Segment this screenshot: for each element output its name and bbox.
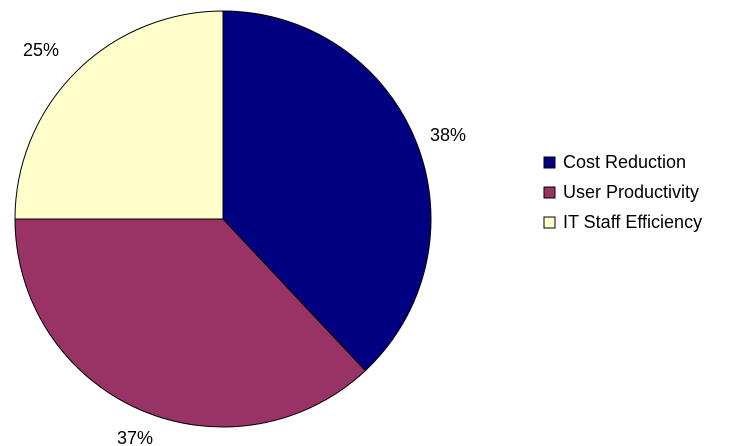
- pie-data-labels: 38% 37% 25%: [23, 40, 466, 446]
- legend-label-user-productivity: User Productivity: [563, 182, 699, 202]
- legend-swatch-it-staff-efficiency: [543, 216, 556, 229]
- pie-slices: [14, 10, 432, 428]
- data-label-user-productivity: 37%: [117, 428, 153, 446]
- legend-swatch-user-productivity: [543, 186, 556, 199]
- legend-label-cost-reduction: Cost Reduction: [563, 152, 686, 172]
- pie-slice-it-staff-efficiency: [14, 10, 224, 220]
- legend-swatch-cost-reduction: [543, 156, 556, 169]
- legend-label-it-staff-efficiency: IT Staff Efficiency: [563, 212, 702, 232]
- data-label-it-staff-efficiency: 25%: [23, 40, 59, 60]
- pie-slice-cost-reduction: [222, 10, 432, 372]
- data-label-cost-reduction: 38%: [430, 125, 466, 145]
- pie-slice-user-productivity: [14, 218, 367, 428]
- legend: Cost Reduction User Productivity IT Staff …: [543, 152, 702, 232]
